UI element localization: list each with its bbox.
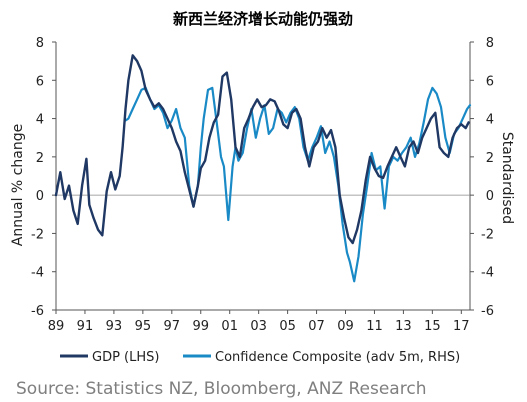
right-y-tick-label: 8 [486,36,494,51]
x-tick-label: 01 [221,319,238,334]
x-tick-label: 17 [453,319,470,334]
left-y-tick-label: -2 [31,227,44,242]
x-tick-label: 09 [337,319,354,334]
left-y-axis-ticks: -6 -4 -2 0 2 4 6 8 [31,36,56,319]
left-y-tick-label: -6 [31,304,44,319]
x-tick-label: 05 [279,319,296,334]
legend: GDP (LHS) Confidence Composite (adv 5m, … [60,350,460,365]
x-tick-label: 07 [308,319,325,334]
x-tick-label: 99 [192,319,209,334]
left-y-tick-label: 0 [36,189,44,204]
x-axis-ticks: 89 91 93 95 97 99 01 03 05 07 09 11 13 15 17 [48,310,470,334]
source-note: Source: Statistics NZ, Bloomberg, ANZ Re… [16,379,426,399]
right-y-axis-title: Standardised [499,132,515,224]
left-y-tick-label: 6 [36,74,44,89]
right-y-tick-label: -4 [481,266,494,281]
x-tick-label: 89 [48,319,65,334]
x-tick-label: 95 [135,319,152,334]
series-lines [54,54,472,283]
left-y-tick-label: 4 [36,113,44,128]
series-line-confidence [124,86,472,283]
x-tick-label: 91 [77,319,94,334]
right-y-tick-label: -2 [481,227,494,242]
x-tick-label: 03 [250,319,267,334]
series-line-gdp [54,54,470,245]
legend-label-gdp: GDP (LHS) [92,350,159,365]
left-y-tick-label: -4 [31,266,44,281]
left-y-tick-label: 8 [36,36,44,51]
right-y-tick-label: 4 [486,113,494,128]
left-y-axis-title: Annual % change [10,124,26,246]
x-tick-label: 15 [424,319,441,334]
plot-axes [55,42,471,311]
legend-label-confidence: Confidence Composite (adv 5m, RHS) [215,350,460,365]
right-y-tick-label: 6 [486,74,494,89]
x-tick-label: 11 [366,319,383,334]
x-tick-label: 13 [395,319,412,334]
right-y-tick-label: 0 [486,189,494,204]
right-y-tick-label: -6 [481,304,494,319]
x-tick-label: 93 [106,319,123,334]
right-y-axis-ticks: -6 -4 -2 0 2 4 6 8 [470,36,494,319]
left-y-tick-label: 2 [36,151,44,166]
right-y-tick-label: 2 [486,151,494,166]
x-tick-label: 97 [164,319,181,334]
chart-title: 新西兰经济增长动能仍强劲 [173,10,353,28]
